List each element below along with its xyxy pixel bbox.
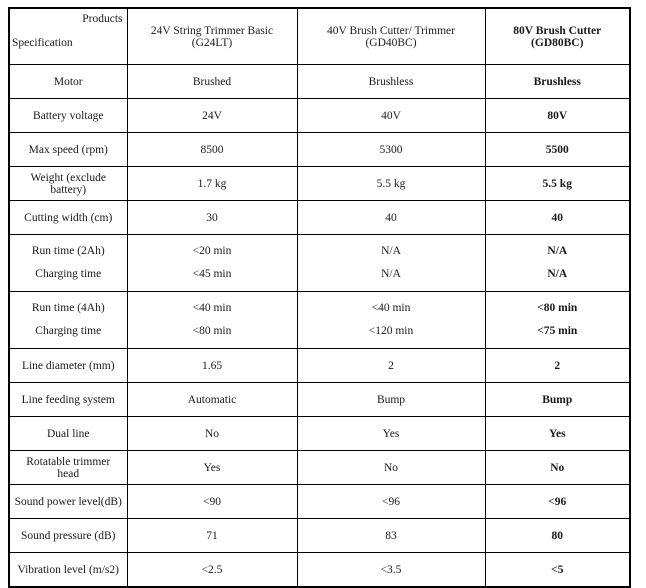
spec-value: Yes (484, 416, 631, 451)
spec-value: No (126, 416, 298, 451)
spec-value: 1.7 kg (126, 166, 298, 201)
row-label-line: Run time (4Ah) (31, 302, 105, 314)
row-label: Run time (4Ah) Charging time (8, 291, 128, 349)
spec-value: <40 min <80 min (126, 291, 298, 349)
row-label: Sound power level(dB) (8, 484, 128, 519)
spec-value-line: <120 min (368, 325, 414, 337)
table-row-vibration: Vibration level (m/s2) <2.5 <3.5 <5 (8, 552, 631, 588)
spec-value-line: <45 min (192, 268, 232, 280)
table-row-runtime-2ah: Run time (2Ah) Charging time <20 min <45… (8, 234, 631, 292)
product-header-gd80bc: 80V Brush Cutter (GD80BC) (484, 7, 631, 65)
spec-value: <5 (484, 552, 631, 588)
table-row-runtime-4ah: Run time (4Ah) Charging time <40 min <80… (8, 291, 631, 349)
spec-value: <96 (296, 484, 486, 519)
row-label: Motor (8, 64, 128, 99)
spec-value: <80 min <75 min (484, 291, 631, 349)
spec-value-line: <40 min (371, 302, 411, 314)
spec-value-line: <80 min (537, 302, 578, 314)
spec-value: 5.5 kg (296, 166, 486, 201)
spec-value: <40 min <120 min (296, 291, 486, 349)
table-row-sound-pressure: Sound pressure (dB) 71 83 80 (8, 518, 631, 553)
spec-value: 8500 (126, 132, 298, 167)
spec-value-line: <40 min (192, 302, 232, 314)
spec-value: 80V (484, 98, 631, 133)
spec-value-line: <80 min (192, 325, 232, 337)
header-row: Products Specification 24V String Trimme… (8, 7, 631, 65)
spec-value-line: N/A (547, 268, 568, 280)
row-label-line: Charging time (35, 268, 102, 280)
spec-value: 2 (484, 348, 631, 383)
spec-value: Bump (484, 382, 631, 417)
spec-value: Brushless (484, 64, 631, 99)
spec-table-container: Products Specification 24V String Trimme… (8, 7, 631, 588)
row-label: Dual line (8, 416, 128, 451)
table-row-max-speed: Max speed (rpm) 8500 5300 5500 (8, 132, 631, 167)
row-label: Cutting width (cm) (8, 200, 128, 235)
spec-value: <90 (126, 484, 298, 519)
spec-value: 40V (296, 98, 486, 133)
spec-value: N/A N/A (484, 234, 631, 292)
spec-value: Bump (296, 382, 486, 417)
corner-specification-label: Specification (12, 37, 73, 49)
table-row-battery-voltage: Battery voltage 24V 40V 80V (8, 98, 631, 133)
spec-value: Brushed (126, 64, 298, 99)
product-header-g24lt: 24V String Trimmer Basic (G24LT) (126, 7, 298, 65)
corner-products-label: Products (82, 13, 123, 25)
spec-value: 1.65 (126, 348, 298, 383)
table-row-cutting-width: Cutting width (cm) 30 40 40 (8, 200, 631, 235)
row-label: Sound pressure (dB) (8, 518, 128, 553)
corner-cell: Products Specification (8, 7, 128, 65)
row-label-line: Charging time (35, 325, 102, 337)
row-label: Run time (2Ah) Charging time (8, 234, 128, 292)
row-label: Line feeding system (8, 382, 128, 417)
spec-value: 40 (296, 200, 486, 235)
spec-value: N/A N/A (296, 234, 486, 292)
row-label: Vibration level (m/s2) (8, 552, 128, 588)
spec-value: 80 (484, 518, 631, 553)
spec-value: Brushless (296, 64, 486, 99)
table-row-motor: Motor Brushed Brushless Brushless (8, 64, 631, 99)
spec-value-line: N/A (381, 245, 401, 257)
table-row-sound-power: Sound power level(dB) <90 <96 <96 (8, 484, 631, 519)
product-spec-table: Products Specification 24V String Trimme… (8, 7, 631, 588)
spec-value: 40 (484, 200, 631, 235)
spec-value: <2.5 (126, 552, 298, 588)
spec-value-line: <20 min (192, 245, 232, 257)
spec-value: 5.5 kg (484, 166, 631, 201)
row-label: Weight (exclude battery) (8, 166, 128, 201)
spec-value: <20 min <45 min (126, 234, 298, 292)
row-label: Rotatable trimmer head (8, 450, 128, 485)
spec-value: 2 (296, 348, 486, 383)
table-row-rotatable-head: Rotatable trimmer head Yes No No (8, 450, 631, 485)
spec-value: 71 (126, 518, 298, 553)
spec-value: 83 (296, 518, 486, 553)
table-row-weight: Weight (exclude battery) 1.7 kg 5.5 kg 5… (8, 166, 631, 201)
spec-value: No (484, 450, 631, 485)
row-label: Line diameter (mm) (8, 348, 128, 383)
spec-value: <96 (484, 484, 631, 519)
spec-value-line: N/A (547, 245, 568, 257)
spec-value: 5300 (296, 132, 486, 167)
spec-value: <3.5 (296, 552, 486, 588)
table-row-dual-line: Dual line No Yes Yes (8, 416, 631, 451)
spec-value-line: <75 min (537, 325, 578, 337)
spec-value: Yes (126, 450, 298, 485)
spec-value: 24V (126, 98, 298, 133)
spec-value: Automatic (126, 382, 298, 417)
row-label-line: Run time (2Ah) (31, 245, 105, 257)
spec-value: No (296, 450, 486, 485)
table-row-line-feeding: Line feeding system Automatic Bump Bump (8, 382, 631, 417)
row-label: Max speed (rpm) (8, 132, 128, 167)
spec-value: 5500 (484, 132, 631, 167)
table-row-line-diameter: Line diameter (mm) 1.65 2 2 (8, 348, 631, 383)
product-header-gd40bc: 40V Brush Cutter/ Trimmer (GD40BC) (296, 7, 486, 65)
spec-value-line: N/A (381, 268, 401, 280)
spec-value: Yes (296, 416, 486, 451)
spec-value: 30 (126, 200, 298, 235)
row-label: Battery voltage (8, 98, 128, 133)
